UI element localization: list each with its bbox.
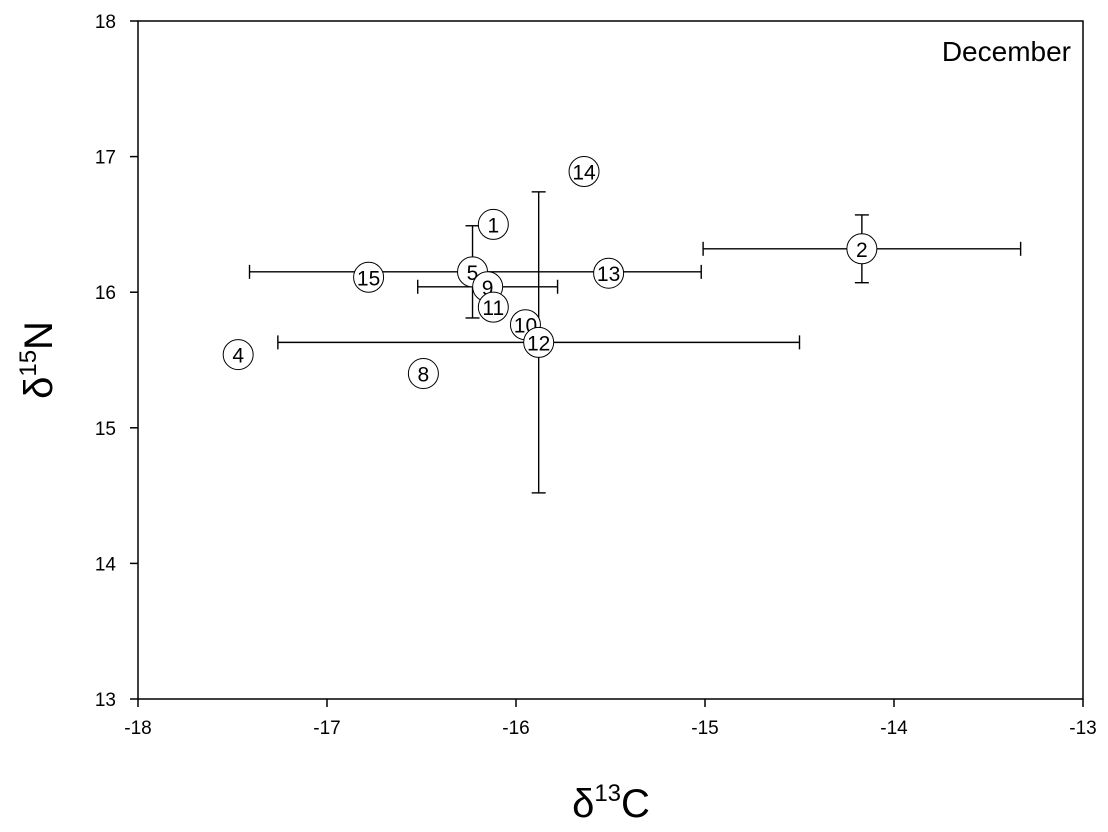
y-tick-label: 14 <box>95 554 117 575</box>
data-point: 11 <box>477 291 509 323</box>
data-point: 8 <box>407 358 439 390</box>
data-point-marker <box>846 233 878 265</box>
data-point-label: 2 <box>856 239 868 262</box>
y-tick-label: 16 <box>95 283 116 304</box>
data-point-marker <box>407 358 439 390</box>
data-point: 2 <box>846 233 878 265</box>
plot-frame <box>137 20 1084 700</box>
data-point-label: 8 <box>418 364 430 387</box>
data-point: 13 <box>593 257 625 289</box>
data-point-marker <box>353 261 385 293</box>
error-bars <box>248 191 1022 494</box>
y-tick-label: 17 <box>95 148 116 169</box>
x-axis-title-delta: δ <box>572 782 594 826</box>
data-point-label: 13 <box>597 263 620 286</box>
x-axis-title-superscript: 13 <box>594 780 621 807</box>
x-axis: -18 -17 -16 -15 -14 -13 <box>124 699 1097 739</box>
y-axis: 13 14 15 16 17 18 <box>95 12 138 711</box>
data-point: 14 <box>568 156 600 188</box>
y-axis-title: δ15N <box>15 321 61 399</box>
y-axis-title-element: N <box>17 321 61 350</box>
x-tick-label: -13 <box>1069 718 1096 739</box>
data-point-label: 4 <box>232 345 244 368</box>
x-tick-label: -17 <box>313 718 340 739</box>
y-axis-title-delta: δ <box>17 377 61 399</box>
data-point-marker <box>568 156 600 188</box>
y-tick-label: 18 <box>95 12 116 33</box>
data-point: 1 <box>477 208 509 240</box>
data-point-label: 11 <box>482 297 504 320</box>
data-point-label: 5 <box>467 262 479 285</box>
plot-area-border <box>137 20 1084 700</box>
data-point: 12 <box>523 326 555 358</box>
data-point: 15 <box>353 261 385 293</box>
y-tick-label: 13 <box>95 690 116 711</box>
data-point-marker <box>593 257 625 289</box>
data-point-label: 12 <box>527 332 550 355</box>
x-axis-title: δ13C <box>572 780 650 826</box>
x-axis-title-element: C <box>621 782 650 826</box>
data-point-label: 9 <box>482 277 494 300</box>
data-point-label: 14 <box>572 162 596 185</box>
data-point-marker <box>477 291 509 323</box>
data-point-marker <box>477 208 509 240</box>
x-tick-label: -18 <box>124 718 151 739</box>
y-axis-title-superscript: 15 <box>15 350 42 377</box>
x-tick-label: -14 <box>880 718 908 739</box>
data-point-marker <box>523 326 555 358</box>
annotation-label: December <box>942 36 1071 67</box>
x-tick-label: -15 <box>691 718 718 739</box>
data-point-label: 1 <box>487 214 499 237</box>
data-point: 4 <box>222 339 254 371</box>
data-point-label: 15 <box>357 267 380 290</box>
y-tick-label: 15 <box>95 419 116 440</box>
data-point-marker <box>222 339 254 371</box>
x-tick-label: -16 <box>502 718 529 739</box>
